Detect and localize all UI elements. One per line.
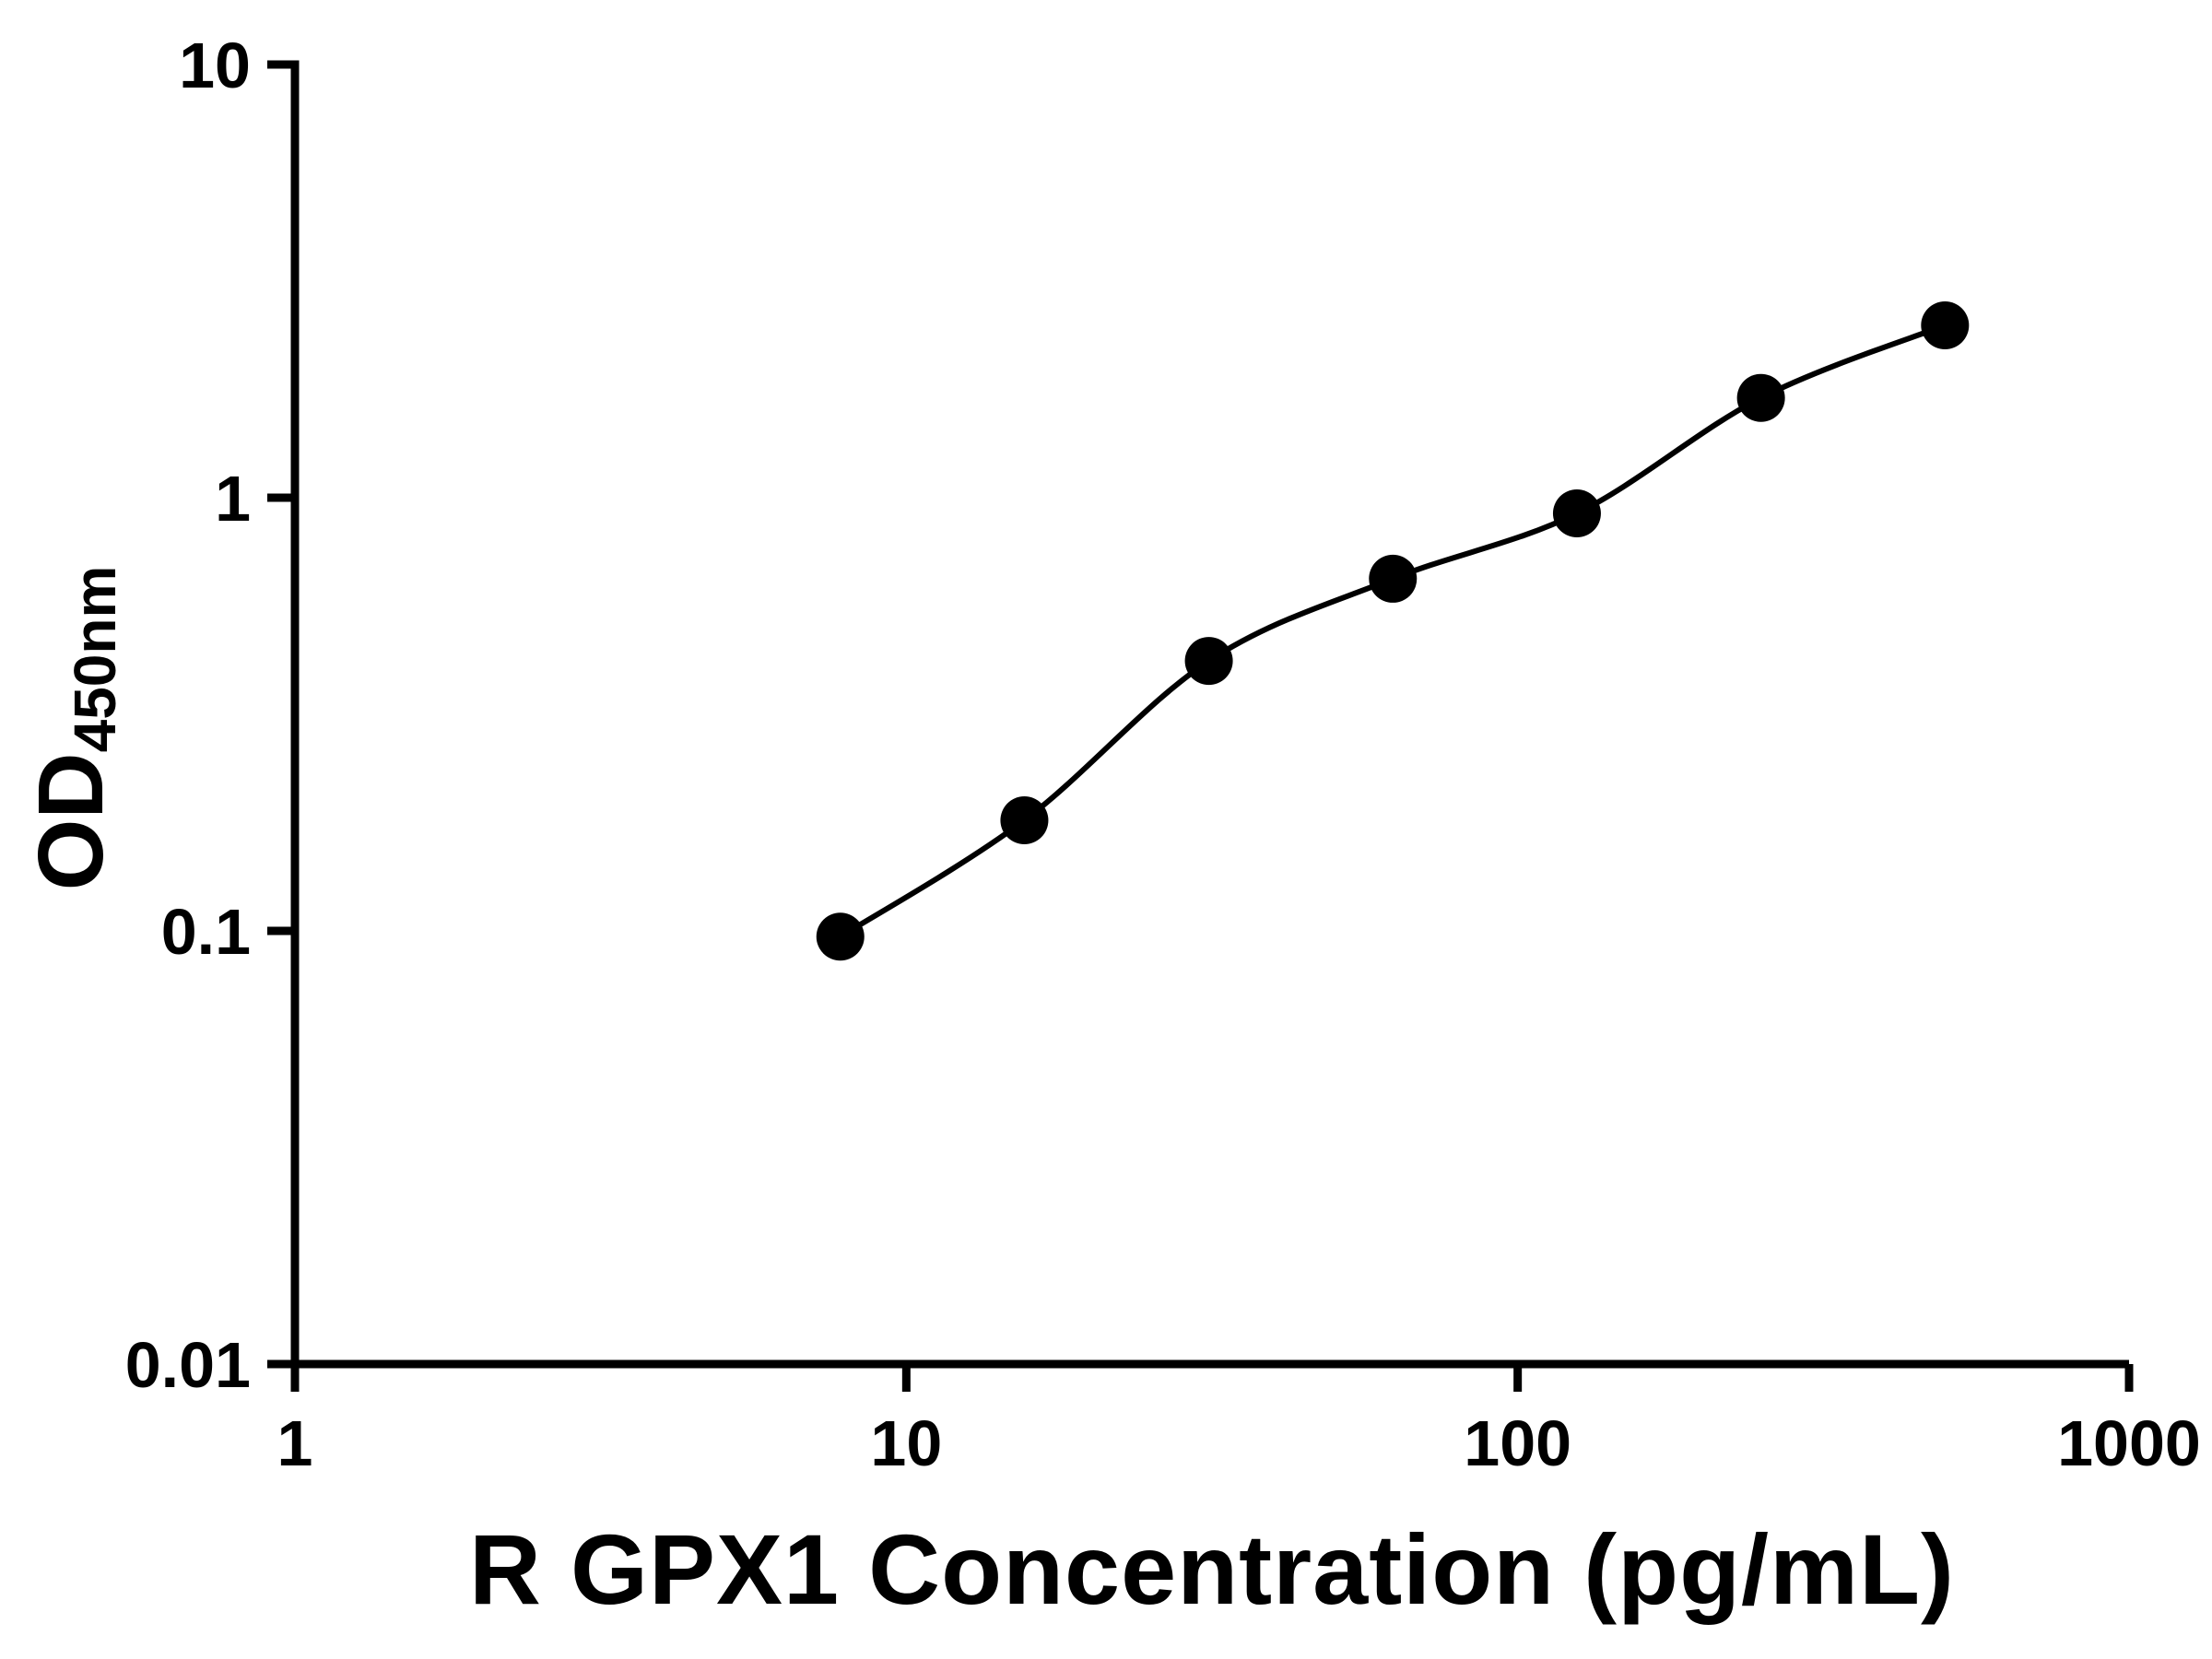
y-axis-tick-label: 1 [215,463,251,535]
x-axis-title: R GPX1 Concentration (pg/mL) [468,1513,1956,1625]
axis-lines [290,60,2129,1369]
y-axis-tick-label: 0.1 [161,896,251,968]
data-point-marker [1552,489,1601,538]
data-point-marker [1369,554,1418,603]
data-point-marker [1736,373,1785,422]
y-axis-title: OD450nm [18,566,129,891]
y-axis-title-sub: 450nm [62,565,129,753]
x-axis-tick-label: 1 [277,1407,313,1479]
y-axis-title-main: OD [18,752,123,891]
data-point-marker [1000,796,1049,845]
standard-curve-line [837,322,1948,940]
data-point-marker [816,912,865,961]
x-axis-tick-label: 100 [1464,1407,1571,1479]
data-point-marker [1184,637,1233,686]
x-axis-tick-label: 1000 [2057,1407,2201,1479]
data-point-marker [1921,300,1970,349]
y-axis-tick-label: 0.01 [125,1329,251,1401]
y-axis-tick-label: 10 [179,29,251,101]
x-axis-tick-label: 10 [870,1407,942,1479]
